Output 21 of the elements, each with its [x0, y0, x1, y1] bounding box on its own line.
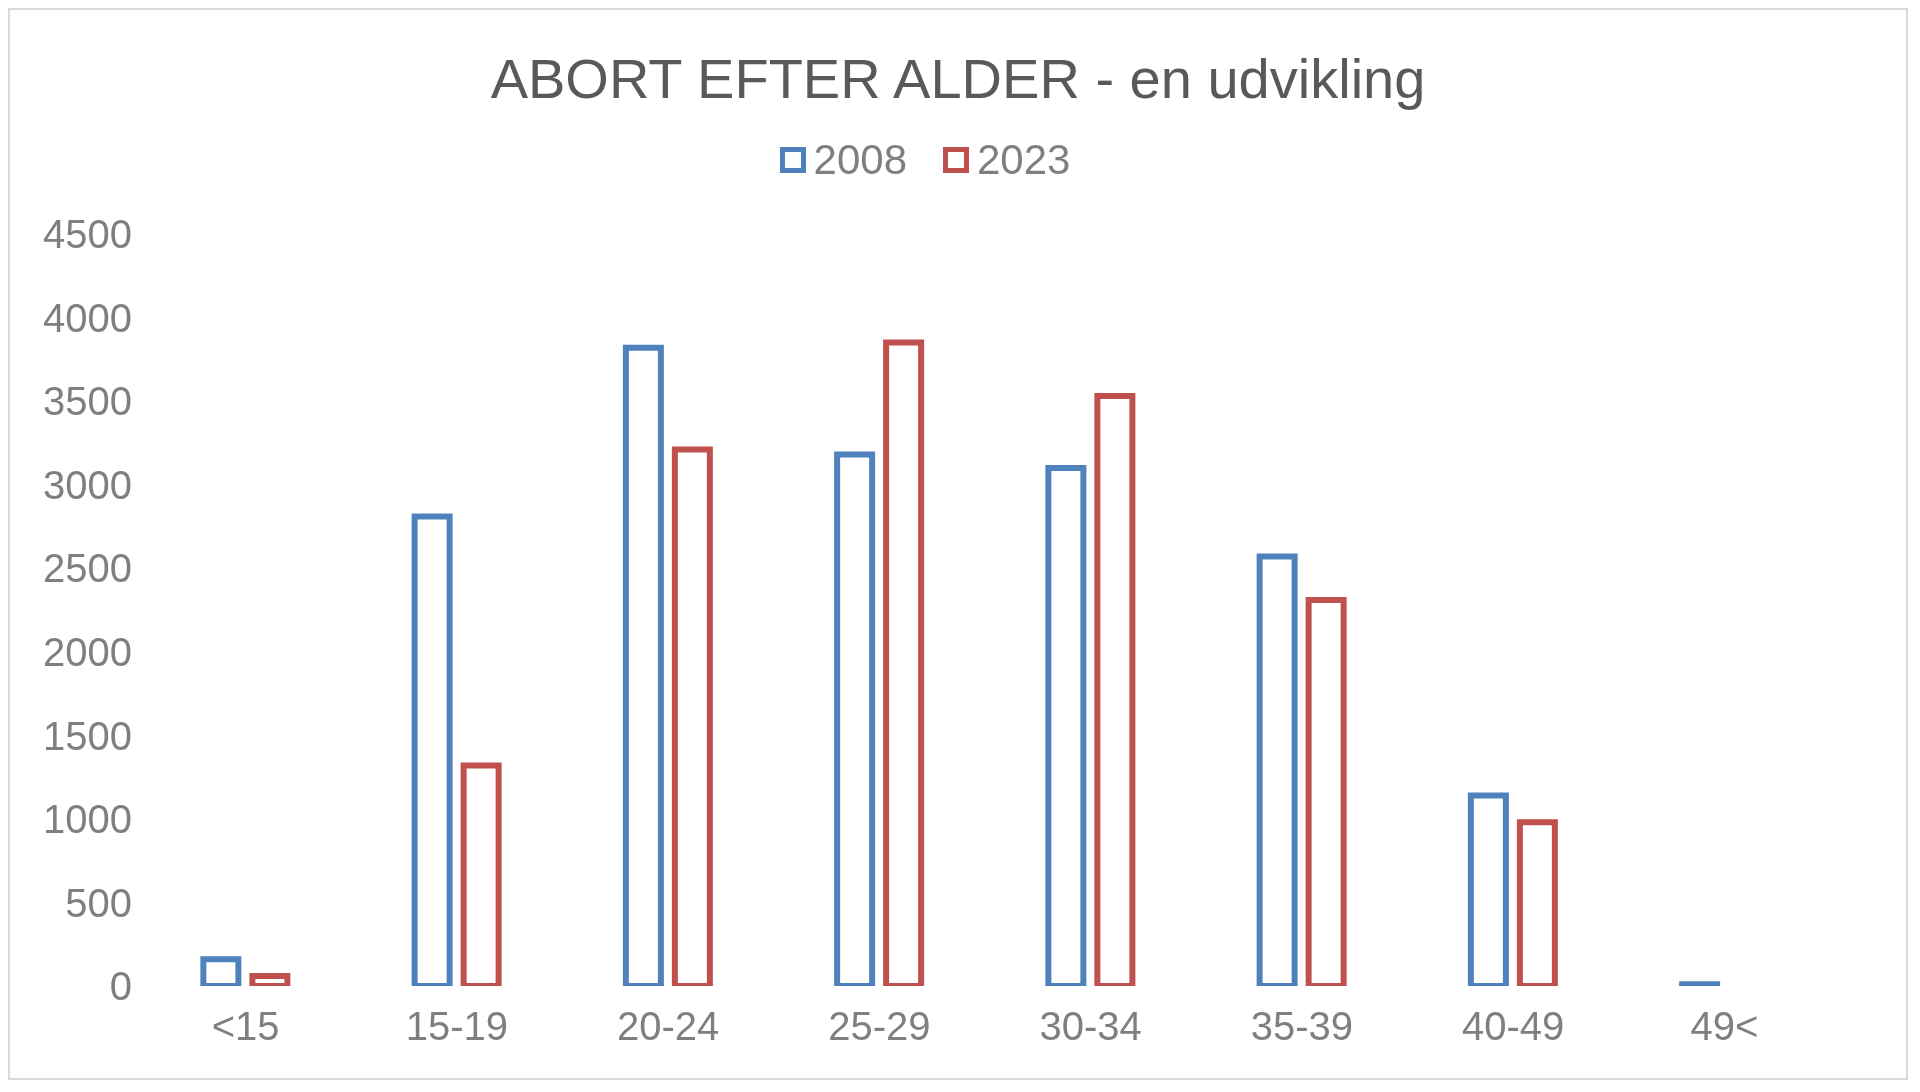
y-tick-label: 0 — [109, 964, 132, 1009]
y-tick-label: 2500 — [43, 546, 132, 591]
y-tick-label: 1000 — [43, 797, 132, 842]
y-tick-label: 1500 — [43, 713, 132, 758]
x-tick-label: 30-34 — [1039, 1004, 1142, 1049]
x-tick-label: 20-24 — [616, 1004, 720, 1049]
y-tick-label: 3000 — [43, 462, 132, 507]
y-tick-label: 3500 — [43, 379, 132, 424]
x-tick-label: <15 — [211, 1004, 280, 1049]
y-tick-label: 4500 — [43, 212, 132, 257]
x-tick-label: 25-29 — [828, 1004, 931, 1049]
y-tick-label: 500 — [65, 880, 132, 925]
legend-label: 2008 — [813, 136, 907, 184]
y-tick-label: 2000 — [43, 629, 132, 674]
y-tick-label: 4000 — [43, 295, 132, 340]
x-tick-label: 40-49 — [1461, 1004, 1565, 1049]
x-tick-label: 15-19 — [405, 1004, 509, 1049]
chart-title: ABORT EFTER ALDER - en udvikling — [489, 46, 1427, 112]
x-tick-label: 35-39 — [1250, 1004, 1354, 1049]
x-tick-label: 49< — [1690, 1004, 1759, 1049]
legend-label: 2023 — [977, 136, 1071, 184]
